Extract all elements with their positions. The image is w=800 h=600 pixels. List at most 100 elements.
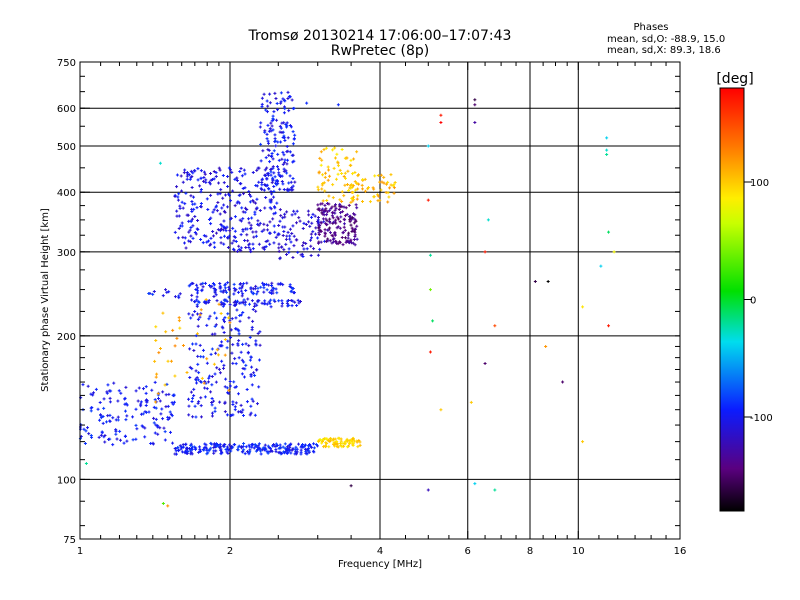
- echo-point-cluster-8: [295, 209, 299, 213]
- echo-point-cluster-2: [355, 440, 359, 444]
- echo-point-cluster-6: [252, 235, 256, 239]
- echo-point-cluster-8: [287, 247, 291, 251]
- echo-point-cluster-9: [351, 241, 355, 245]
- y-tick-label: 75: [63, 535, 76, 546]
- echo-point-cluster-9: [330, 205, 334, 209]
- echo-point-cluster-11: [368, 200, 372, 204]
- echo-point-cluster-6: [187, 239, 191, 243]
- echo-point-cluster-1: [219, 447, 223, 451]
- echo-point-cluster-8: [301, 255, 305, 259]
- echo-point-cluster-8: [310, 215, 314, 219]
- echo-point-cluster-1: [299, 452, 303, 456]
- echo-point-cluster-6: [222, 203, 226, 207]
- echo-point-20: [486, 218, 490, 222]
- echo-point-cluster-3: [250, 325, 254, 329]
- echo-point-cluster-7: [265, 110, 269, 114]
- echo-point-cluster-4: [281, 283, 285, 287]
- y-tick-label: 400: [57, 188, 76, 199]
- echo-point-cluster-6: [180, 200, 184, 204]
- echo-point-cluster-3: [253, 413, 257, 417]
- echo-point-cluster-8: [322, 220, 326, 224]
- echo-point-cluster-0: [98, 418, 102, 422]
- echo-point-cluster-1: [263, 447, 267, 451]
- echo-point-cluster-1: [193, 446, 197, 450]
- echo-point-cluster-6: [199, 177, 203, 181]
- echo-point-cluster-6: [249, 223, 253, 227]
- echo-point-cluster-3: [240, 358, 244, 362]
- echo-point-cluster-6: [199, 202, 203, 206]
- echo-point-cluster-3: [194, 342, 198, 346]
- x-tick-label: 16: [674, 546, 687, 557]
- echo-point-cluster-1: [283, 442, 287, 446]
- phase-info-x: mean, sd,X: 89.3, 18.6: [607, 45, 721, 56]
- echo-point-cluster-3: [247, 316, 251, 320]
- echo-point-cluster-1: [202, 448, 206, 452]
- echo-point-cluster-7: [278, 124, 282, 128]
- echo-point-cluster-7: [269, 170, 273, 174]
- echo-point-cluster-6: [268, 242, 272, 246]
- echo-point-cluster-9: [333, 233, 337, 237]
- echo-point-cluster-9: [321, 217, 325, 221]
- echo-point-cluster-6: [222, 225, 226, 229]
- echo-point-cluster-9: [345, 212, 349, 216]
- echo-point-cluster-6: [193, 230, 197, 234]
- echo-point-cluster-3: [214, 293, 218, 297]
- echo-point-cluster-3: [250, 365, 254, 369]
- echo-point-cluster-6: [266, 239, 270, 243]
- echo-point-cluster-11: [352, 195, 356, 199]
- echo-point-cluster-6: [192, 207, 196, 211]
- echo-point-cluster-12: [215, 348, 219, 352]
- echo-point-cluster-5: [252, 304, 256, 308]
- echo-point-22: [493, 324, 497, 328]
- echo-point-cluster-9: [338, 220, 342, 224]
- echo-point-cluster-6: [177, 192, 181, 196]
- echo-point-cluster-0: [152, 421, 156, 425]
- echo-point-cluster-5: [290, 304, 294, 308]
- echo-point-cluster-3: [231, 400, 235, 404]
- echo-point-cluster-6: [185, 213, 189, 217]
- echo-point-cluster-3: [198, 343, 202, 347]
- echo-point-cluster-12: [212, 362, 216, 366]
- echo-point-cluster-12: [175, 336, 179, 340]
- echo-point-cluster-1: [180, 446, 184, 450]
- echo-point-cluster-6: [237, 244, 241, 248]
- echo-point-cluster-1: [295, 450, 299, 454]
- echo-point-cluster-0: [164, 393, 168, 397]
- x-axis: 1 2 4 6 8 10 16: [77, 62, 687, 557]
- echo-point-cluster-7: [291, 107, 295, 111]
- echo-point-cluster-10: [342, 194, 346, 198]
- chart-title: Tromsø 20130214 17:06:00–17:07:43: [248, 28, 512, 44]
- echo-point-cluster-6: [270, 192, 274, 196]
- echo-point-cluster-3: [207, 376, 211, 380]
- echo-point-cluster-0: [119, 391, 123, 395]
- echo-point-cluster-10: [346, 169, 350, 173]
- echo-point-cluster-7: [275, 118, 279, 122]
- echo-point-cluster-6: [224, 193, 228, 197]
- echo-point-cluster-6: [227, 166, 231, 170]
- echo-point-cluster-6: [244, 245, 248, 249]
- echo-point-cluster-9: [318, 228, 322, 232]
- echo-point-cluster-3: [212, 294, 216, 298]
- echo-point-cluster-6: [268, 220, 272, 224]
- echo-point-cluster-6: [208, 182, 212, 186]
- echo-point-cluster-11: [363, 177, 367, 181]
- echo-point-cluster-0: [135, 427, 139, 431]
- echo-point-cluster-10: [345, 182, 349, 186]
- echo-point-cluster-5: [204, 301, 208, 305]
- echo-point-cluster-6: [251, 247, 255, 251]
- echo-point-cluster-0: [108, 400, 112, 404]
- echo-point-cluster-6: [203, 172, 207, 176]
- echo-point-cluster-5: [269, 298, 273, 302]
- echo-point-cluster-9: [324, 222, 328, 226]
- echo-point-cluster-4: [201, 281, 205, 285]
- echo-point-cluster-1: [202, 446, 206, 450]
- echo-point-cluster-1: [214, 442, 218, 446]
- echo-point-cluster-1: [212, 446, 216, 450]
- echo-point-cluster-1: [229, 449, 233, 453]
- echo-point-cluster-5: [269, 305, 273, 309]
- echo-point-cluster-4: [239, 289, 243, 293]
- echo-point-cluster-5: [207, 298, 211, 302]
- echo-point-cluster-3: [187, 312, 191, 316]
- echo-point-cluster-5: [295, 304, 299, 308]
- echo-point-cluster-3: [250, 299, 254, 303]
